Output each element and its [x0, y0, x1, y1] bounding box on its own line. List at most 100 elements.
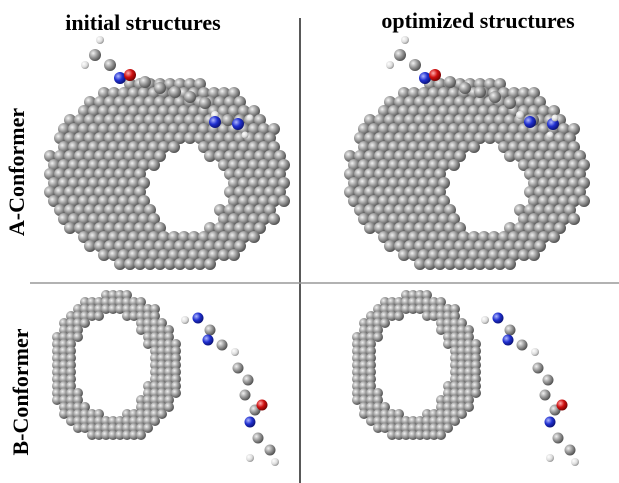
atom: [94, 114, 106, 126]
atom: [418, 105, 430, 117]
atom: [408, 423, 418, 433]
atom: [443, 423, 453, 433]
atom: [422, 311, 432, 321]
atom: [458, 249, 470, 261]
atom: [374, 114, 386, 126]
atom: [59, 388, 69, 398]
atom: [59, 381, 69, 391]
atom: [234, 186, 246, 198]
atom: [404, 240, 416, 252]
atom: [394, 240, 406, 252]
atom: [101, 423, 111, 433]
atom: [394, 423, 404, 433]
atom: [143, 339, 153, 349]
atom: [88, 213, 100, 225]
atom: [157, 332, 167, 342]
atom: [164, 388, 174, 398]
atom: [44, 186, 56, 198]
atom: [84, 204, 96, 216]
atom: [184, 258, 196, 270]
atom: [394, 114, 406, 126]
atom: [464, 332, 474, 342]
atom: [224, 240, 236, 252]
atom: [374, 168, 386, 180]
atom: [508, 123, 520, 135]
atom: [124, 258, 136, 270]
atom: [401, 297, 411, 307]
atom: [428, 213, 440, 225]
atom: [471, 339, 481, 349]
atom: [158, 249, 170, 261]
atom: [409, 59, 421, 71]
atom: [104, 59, 116, 71]
atom: [524, 168, 536, 180]
atom: [534, 186, 546, 198]
atom: [87, 311, 97, 321]
atom: [64, 186, 76, 198]
atom: [214, 204, 226, 216]
atom: [438, 213, 450, 225]
atom: [504, 132, 516, 144]
atom: [78, 159, 90, 171]
atom: [458, 105, 470, 117]
atom: [364, 204, 376, 216]
atom: [204, 132, 216, 144]
atom: [404, 168, 416, 180]
atom: [481, 316, 489, 324]
atom: [524, 186, 536, 198]
atom: [558, 195, 570, 207]
atom: [258, 123, 270, 135]
atom: [478, 105, 490, 117]
atom: [108, 231, 120, 243]
atom: [384, 240, 396, 252]
atom: [73, 304, 83, 314]
atom: [254, 222, 266, 234]
atom: [184, 240, 196, 252]
atom: [424, 96, 436, 108]
atom: [394, 416, 404, 426]
atom: [504, 258, 516, 270]
atom: [128, 141, 140, 153]
atom: [368, 141, 380, 153]
atom: [108, 87, 120, 99]
atom: [373, 325, 383, 335]
atom: [118, 249, 130, 261]
atom: [422, 297, 432, 307]
atom: [414, 258, 426, 270]
atom: [508, 87, 520, 99]
atom: [443, 311, 453, 321]
atom: [458, 141, 470, 153]
atom: [450, 416, 460, 426]
atom: [218, 213, 230, 225]
atom: [394, 132, 406, 144]
atom: [66, 311, 76, 321]
atom: [574, 150, 586, 162]
atom: [143, 395, 153, 405]
atom: [171, 346, 181, 356]
atom: [118, 105, 130, 117]
atom: [184, 78, 196, 90]
atom: [248, 123, 260, 135]
atom: [108, 123, 120, 135]
atom: [438, 141, 450, 153]
atom: [52, 339, 62, 349]
atom: [378, 213, 390, 225]
atom: [224, 222, 236, 234]
atom: [129, 297, 139, 307]
atom: [429, 430, 439, 440]
atom: [401, 423, 411, 433]
atom: [264, 168, 276, 180]
atom: [148, 159, 160, 171]
atom: [514, 132, 526, 144]
atom: [459, 82, 471, 94]
atom: [48, 159, 60, 171]
atom: [171, 339, 181, 349]
atom: [388, 123, 400, 135]
atom: [359, 339, 369, 349]
atom: [352, 360, 362, 370]
atom: [150, 353, 160, 363]
atom: [194, 258, 206, 270]
atom: [218, 231, 230, 243]
atom: [124, 150, 136, 162]
atom: [494, 240, 506, 252]
